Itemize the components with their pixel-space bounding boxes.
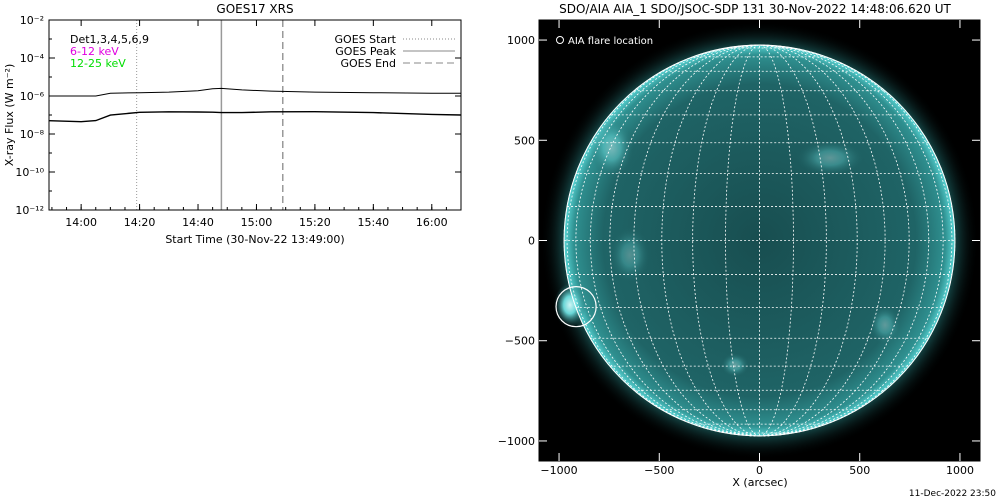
goes-plot: GOES17 XRS 10⁻¹² 10⁻¹⁰ 10⁻⁸ 10⁻⁶ 10⁻⁴ 10⁻² 14…	[3, 2, 462, 246]
goes-x-tick-label: 14:20	[124, 216, 156, 229]
heliographic-grid	[563, 44, 956, 437]
goes-y-axis: 10⁻¹² 10⁻¹⁰ 10⁻⁸ 10⁻⁶ 10⁻⁴ 10⁻²	[15, 14, 461, 217]
goes-x-tick-label: 15:20	[299, 216, 331, 229]
goes-x-tick-label: 15:40	[357, 216, 389, 229]
goes-x-axis: 14:00 14:20 14:40 15:00 15:20 15:40 16:00	[51, 20, 462, 229]
legend-goes-start: GOES Start	[335, 33, 397, 46]
flare-brightening	[554, 283, 586, 327]
flare-location-circle	[555, 286, 597, 328]
legend-6-12kev: 6-12 keV	[70, 45, 119, 58]
aia-image-plot: SDO/AIA AIA_1 SDO/JSOC-SDP 131 30-Nov-20…	[498, 2, 981, 489]
solar-limb	[563, 44, 956, 437]
grid-meridian	[759, 44, 794, 437]
goes-x-tick-label: 14:00	[65, 216, 97, 229]
aia-x-label: X (arcsec)	[732, 476, 787, 489]
aia-title: SDO/AIA AIA_1 SDO/JSOC-SDP 131 30-Nov-20…	[559, 2, 951, 16]
goes-y-tick-label: 10⁻²	[20, 14, 44, 27]
legend-detectors: Det1,3,4,5,6,9	[70, 33, 149, 46]
sun-disk	[564, 45, 955, 436]
goes-x-tick-label: 15:00	[241, 216, 273, 229]
aia-y-tick-label: −1000	[498, 435, 535, 448]
goes-y-tick-label: 10⁻⁶	[20, 90, 45, 103]
goes-plot-frame	[48, 19, 462, 211]
grid-meridian	[759, 44, 930, 437]
goes-y-tick-label: 10⁻¹²	[15, 204, 44, 217]
footer-timestamp: 11-Dec-2022 23:50	[909, 489, 996, 499]
aia-y-tick-label: −500	[505, 335, 535, 348]
aia-y-tick-label: 0	[528, 235, 535, 248]
goes-x-tick-label: 14:40	[182, 216, 214, 229]
goes-x-label: Start Time (30-Nov-22 13:49:00)	[165, 233, 344, 246]
aia-y-tick-label: 500	[514, 134, 535, 147]
legend-goes-end: GOES End	[340, 57, 396, 70]
goes-y-tick-label: 10⁻⁸	[20, 128, 45, 141]
aia-x-tick-label: −500	[644, 464, 674, 477]
goes-series-line	[48, 110, 462, 123]
goes-event-lines	[136, 20, 284, 210]
goes-series-line	[49, 87, 461, 97]
aia-axes: −1000 −500 0 500 1000 −1000 −500 0 500 1000	[498, 20, 980, 477]
goes-x-tick-label: 16:00	[416, 216, 448, 229]
aia-x-tick-label: 0	[756, 464, 763, 477]
aia-x-tick-label: 1000	[946, 464, 974, 477]
legend-goes-peak: GOES Peak	[335, 45, 396, 58]
aia-x-tick-label: 500	[849, 464, 870, 477]
legend-12-25kev: 12-25 keV	[70, 57, 126, 70]
goes-y-tick-label: 10⁻¹⁰	[15, 166, 44, 179]
aia-y-tick-label: 1000	[507, 34, 535, 47]
goes-y-tick-label: 10⁻⁴	[20, 52, 45, 65]
aia-legend: AIA flare location	[568, 36, 653, 47]
active-regions	[590, 118, 901, 377]
goes-series	[48, 87, 462, 123]
grid-meridian	[759, 44, 827, 437]
legend-circle-icon	[556, 36, 564, 44]
aia-x-tick-label: −1000	[540, 464, 577, 477]
goes-y-label: X-ray Flux (W m⁻²)	[3, 64, 16, 166]
grid-meridian	[633, 44, 760, 437]
goes-title: GOES17 XRS	[216, 2, 293, 16]
